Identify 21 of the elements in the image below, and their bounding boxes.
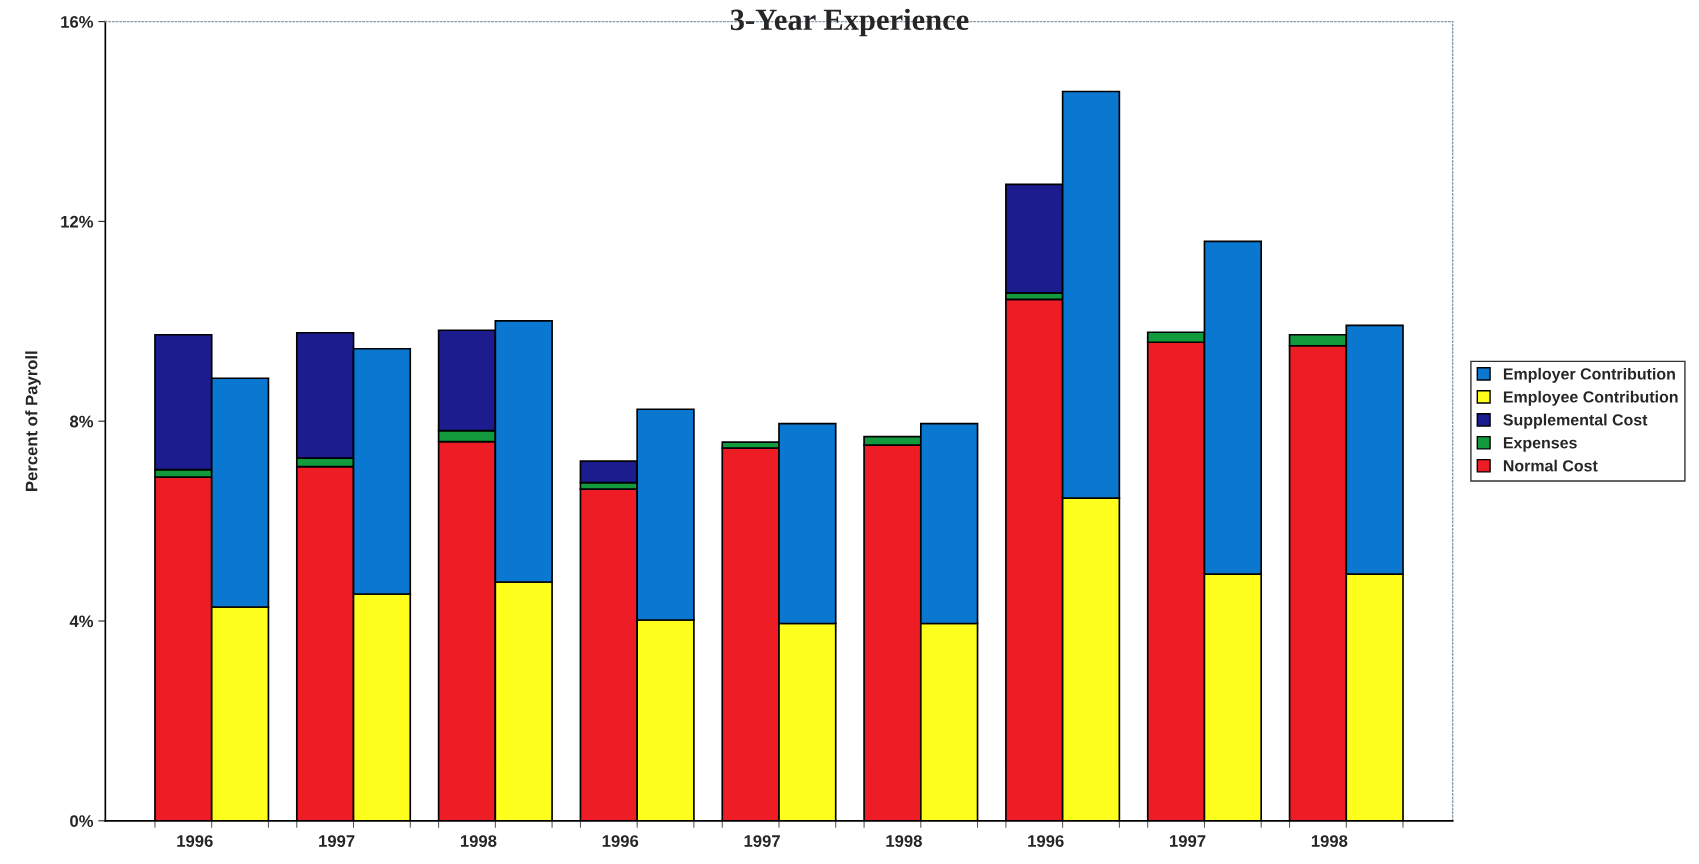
y-tick-label: 4%	[69, 615, 94, 628]
x-tick-label: 1996	[177, 835, 213, 847]
y-tick-label: 16%	[61, 16, 94, 28]
legend-label: Normal Cost	[1503, 459, 1598, 472]
y-tick-label: 8%	[69, 415, 94, 428]
chart-title: 3-Year Experience	[730, 8, 969, 37]
legend-label: Employer Contribution	[1503, 367, 1675, 383]
x-tick-label: 1998	[886, 835, 922, 847]
legend-label: Employee Contribution	[1503, 390, 1678, 406]
x-tick-label: 1997	[319, 835, 355, 847]
legend-label: Expenses	[1503, 437, 1577, 452]
x-tick-label: 1998	[1311, 835, 1348, 847]
x-tick-label: 1996	[1028, 835, 1064, 847]
x-tick-label: 1997	[1170, 835, 1206, 847]
x-tick-label: 1998	[460, 835, 497, 847]
x-tick-label: 1996	[602, 835, 639, 847]
y-axis-title: Percent of Payroll	[25, 351, 41, 491]
legend-label: Supplemental Cost	[1503, 413, 1648, 429]
y-tick-label: 12%	[61, 215, 94, 228]
x-tick-label: 1997	[744, 835, 780, 847]
y-tick-label: 0%	[70, 815, 94, 827]
